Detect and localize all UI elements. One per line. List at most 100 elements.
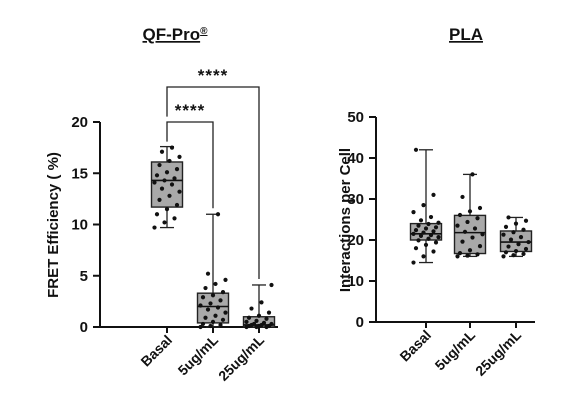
data-point: [416, 238, 421, 243]
y-axis-label: FRET Efficiency ( %): [45, 152, 62, 298]
x-tick-label: 5ug/mL: [175, 331, 222, 378]
y-tick-label: 0: [80, 319, 88, 336]
data-point: [164, 170, 170, 175]
box-5ug-ml: [196, 213, 230, 328]
data-point: [154, 212, 160, 217]
bracket-line: [166, 121, 214, 209]
significance-bracket: ****: [166, 66, 260, 279]
data-point: [215, 305, 221, 310]
data-point: [200, 321, 206, 327]
data-point: [421, 254, 426, 259]
y-tick-label: 20: [71, 114, 88, 131]
data-point: [523, 218, 529, 223]
data-point: [462, 229, 468, 234]
data-point: [169, 182, 175, 187]
data-point: [421, 230, 426, 235]
data-point: [467, 248, 473, 253]
data-point: [251, 321, 257, 327]
data-point: [526, 239, 531, 245]
chart-title-mark: ®: [200, 26, 208, 37]
box-series: [409, 149, 533, 264]
data-point: [205, 307, 211, 312]
significance-label: ****: [198, 66, 228, 85]
data-point: [431, 229, 436, 234]
data-point: [152, 225, 157, 230]
y-tick-label: 5: [80, 268, 88, 285]
data-point: [256, 313, 262, 318]
data-point: [423, 242, 429, 248]
data-point: [455, 254, 460, 259]
x-tick-label: 25ug/mL: [472, 326, 524, 378]
data-point: [501, 232, 506, 237]
axes: 0 10 20 30 40 50: [347, 109, 535, 331]
data-point: [154, 173, 160, 178]
data-point: [220, 317, 226, 322]
data-point: [210, 293, 216, 298]
data-point: [508, 237, 514, 242]
data-point: [164, 207, 170, 212]
data-point: [460, 239, 465, 244]
data-point: [506, 244, 511, 249]
data-point: [518, 235, 524, 240]
box-series: [150, 145, 276, 328]
data-point: [269, 321, 274, 327]
data-point: [436, 220, 441, 225]
data-point: [516, 242, 521, 247]
data-point: [162, 178, 167, 183]
data-point: [223, 310, 228, 315]
data-point: [503, 224, 509, 229]
data-point: [428, 232, 434, 238]
data-point: [521, 251, 526, 257]
data-point: [465, 219, 470, 225]
data-point: [269, 282, 274, 288]
x-tick-label: Basal: [396, 327, 434, 365]
data-point: [198, 303, 203, 308]
data-point: [172, 216, 177, 221]
data-point: [472, 226, 478, 231]
data-point: [457, 212, 463, 218]
data-point: [223, 277, 228, 282]
data-point: [513, 221, 519, 226]
x-tick-label: 25ug/mL: [215, 331, 267, 383]
data-point: [475, 216, 480, 221]
data-point: [210, 319, 216, 324]
data-point: [159, 149, 165, 154]
data-point: [431, 192, 436, 197]
data-point: [413, 228, 419, 233]
data-point: [460, 194, 465, 200]
data-point: [220, 290, 226, 295]
data-point: [157, 197, 162, 202]
data-point: [418, 218, 424, 223]
data-point: [159, 186, 165, 191]
data-point: [506, 215, 511, 220]
y-tick-label: 10: [347, 273, 364, 290]
data-point: [477, 205, 483, 211]
data-point: [416, 223, 421, 228]
axes: 0 5 10 15 20: [71, 114, 278, 336]
data-point: [213, 313, 218, 318]
data-point: [480, 232, 485, 237]
x-tick-label: Basal: [137, 332, 175, 370]
y-tick-label: 10: [71, 217, 88, 234]
y-tick-label: 0: [356, 314, 364, 331]
data-point: [418, 233, 424, 238]
data-point: [200, 295, 206, 300]
data-point: [465, 253, 470, 258]
data-point: [177, 189, 182, 194]
data-point: [174, 167, 180, 172]
data-point: [246, 315, 252, 320]
data-point: [411, 260, 416, 265]
significance-bracket: ****: [166, 101, 214, 209]
data-point: [411, 231, 416, 236]
data-point: [455, 223, 460, 228]
data-point: [266, 310, 272, 315]
data-point: [244, 319, 249, 324]
data-point: [511, 253, 516, 258]
data-point: [523, 246, 529, 252]
data-point: [213, 281, 218, 287]
data-point: [411, 210, 416, 215]
x-tick-label: 5ug/mL: [432, 326, 479, 373]
data-point: [421, 203, 426, 208]
data-point: [423, 226, 429, 231]
